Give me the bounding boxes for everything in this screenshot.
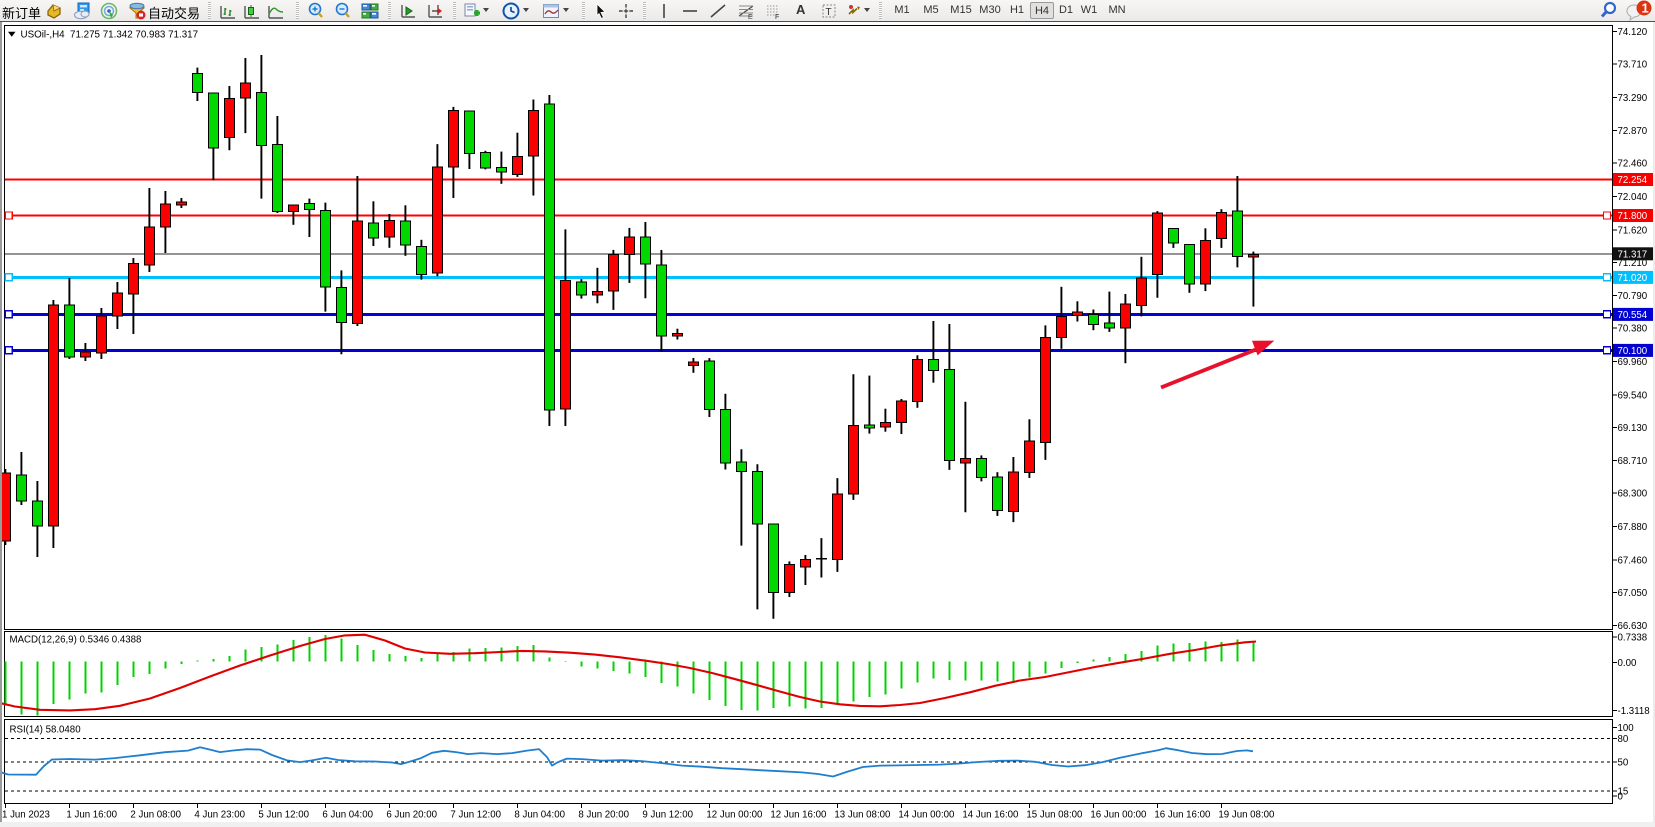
svg-text:70.380: 70.380: [1618, 324, 1648, 335]
svg-text:2 Jun 08:00: 2 Jun 08:00: [130, 809, 181, 820]
svg-text:73.290: 73.290: [1618, 93, 1648, 104]
svg-text:7 Jun 12:00: 7 Jun 12:00: [450, 809, 501, 820]
svg-text:72.040: 72.040: [1618, 192, 1648, 203]
svg-text:MACD(12,26,9) 0.5346 0.4388: MACD(12,26,9) 0.5346 0.4388: [10, 635, 142, 646]
svg-text:70.100: 70.100: [1618, 346, 1648, 357]
svg-text:8 Jun 20:00: 8 Jun 20:00: [578, 809, 629, 820]
svg-text:71.317: 71.317: [1618, 249, 1648, 260]
svg-text:6 Jun 20:00: 6 Jun 20:00: [386, 809, 437, 820]
svg-text:1 Jun 2023: 1 Jun 2023: [2, 809, 50, 820]
svg-text:67.460: 67.460: [1618, 555, 1648, 566]
svg-text:70.554: 70.554: [1618, 310, 1648, 321]
svg-text:4 Jun 23:00: 4 Jun 23:00: [194, 809, 245, 820]
svg-text:0.7338: 0.7338: [1618, 633, 1648, 644]
svg-text:USOil-,H4 71.275 71.342 70.98: USOil-,H4 71.275 71.342 70.983 71.317: [21, 29, 199, 40]
svg-text:80: 80: [1618, 734, 1629, 745]
svg-text:67.050: 67.050: [1618, 588, 1648, 599]
svg-text:70.790: 70.790: [1618, 291, 1648, 302]
svg-text:5 Jun 12:00: 5 Jun 12:00: [258, 809, 309, 820]
svg-text:9 Jun 12:00: 9 Jun 12:00: [642, 809, 693, 820]
svg-text:69.540: 69.540: [1618, 390, 1648, 401]
svg-text:68.710: 68.710: [1618, 456, 1648, 467]
svg-text:14 Jun 00:00: 14 Jun 00:00: [898, 809, 955, 820]
svg-text:8 Jun 04:00: 8 Jun 04:00: [514, 809, 565, 820]
svg-text:1 Jun 16:00: 1 Jun 16:00: [66, 809, 117, 820]
svg-text:67.880: 67.880: [1618, 522, 1648, 533]
svg-text:72.870: 72.870: [1618, 126, 1648, 137]
svg-text:12 Jun 00:00: 12 Jun 00:00: [706, 809, 763, 820]
svg-text:19 Jun 08:00: 19 Jun 08:00: [1218, 809, 1275, 820]
svg-text:1: 1: [1642, 1, 1649, 16]
svg-text:14 Jun 16:00: 14 Jun 16:00: [962, 809, 1019, 820]
svg-text:15: 15: [1618, 786, 1629, 797]
svg-text:T: T: [826, 7, 832, 18]
svg-text:E: E: [748, 14, 753, 20]
svg-text:74.120: 74.120: [1618, 27, 1648, 38]
svg-text:100: 100: [1618, 723, 1635, 734]
svg-text:16 Jun 00:00: 16 Jun 00:00: [1090, 809, 1147, 820]
svg-text:0.00: 0.00: [1618, 658, 1637, 669]
svg-text:71.620: 71.620: [1618, 225, 1648, 236]
svg-text:71.020: 71.020: [1618, 273, 1648, 284]
svg-text:16 Jun 16:00: 16 Jun 16:00: [1154, 809, 1211, 820]
svg-text:F: F: [775, 14, 779, 20]
svg-text:13 Jun 08:00: 13 Jun 08:00: [834, 809, 891, 820]
svg-text:15 Jun 08:00: 15 Jun 08:00: [1026, 809, 1083, 820]
svg-text:6 Jun 04:00: 6 Jun 04:00: [322, 809, 373, 820]
svg-text:69.130: 69.130: [1618, 423, 1648, 434]
svg-text:71.210: 71.210: [1618, 258, 1648, 269]
svg-text:72.254: 72.254: [1618, 175, 1648, 186]
svg-text:-1.3118: -1.3118: [1618, 706, 1650, 717]
svg-text:69.960: 69.960: [1618, 357, 1648, 368]
svg-text:50: 50: [1618, 758, 1629, 769]
svg-text:0: 0: [1618, 791, 1624, 802]
svg-text:68.300: 68.300: [1618, 489, 1648, 500]
svg-text:12 Jun 16:00: 12 Jun 16:00: [770, 809, 827, 820]
svg-text:RSI(14) 58.0480: RSI(14) 58.0480: [10, 724, 82, 735]
svg-text:72.460: 72.460: [1618, 159, 1648, 170]
svg-text:71.800: 71.800: [1618, 211, 1648, 222]
svg-text:73.710: 73.710: [1618, 60, 1648, 71]
svg-text:66.630: 66.630: [1618, 621, 1648, 632]
